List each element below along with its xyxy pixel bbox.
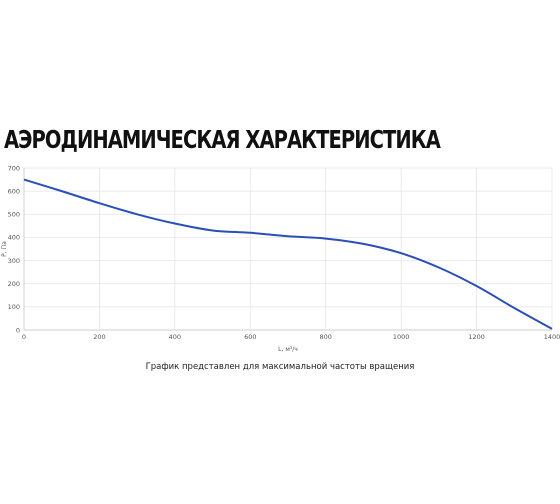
x-tick-label: 200 <box>93 333 105 341</box>
x-axis-title: L, м³/ч <box>278 346 298 353</box>
y-tick-label: 500 <box>8 211 20 219</box>
x-tick-label: 1000 <box>393 333 410 341</box>
x-tick-label: 0 <box>22 333 26 341</box>
x-tick-label: 400 <box>169 333 181 341</box>
y-tick-label: 400 <box>8 234 20 242</box>
x-tick-label: 600 <box>244 333 256 341</box>
y-tick-label: 600 <box>8 187 20 195</box>
chart: 0 100 200 300 400 500 600 700 0 200 400 600 800 1000… <box>1 164 560 353</box>
y-tick-label: 300 <box>8 257 20 265</box>
y-tick-label: 100 <box>8 303 20 311</box>
y-tick-label: 0 <box>16 326 20 334</box>
y-tick-labels: 0 100 200 300 400 500 600 700 <box>8 164 20 334</box>
series-line <box>23 178 553 330</box>
y-tick-label: 700 <box>8 164 20 172</box>
x-tick-label: 1200 <box>468 333 485 341</box>
x-tick-labels: 0 200 400 600 800 1000 1200 1400 <box>22 333 560 341</box>
x-tick-label: 1400 <box>544 333 560 341</box>
y-tick-label: 200 <box>8 280 20 288</box>
x-tick-label: 800 <box>320 333 332 341</box>
chart-heading: АЭРОДИНАМИЧЕСКАЯ ХАРАКТЕРИСТИКА <box>4 125 441 154</box>
chart-caption: График представлен для максимальной част… <box>145 362 415 372</box>
y-axis-title: P, Па <box>1 241 8 257</box>
chart-grid <box>23 167 553 331</box>
